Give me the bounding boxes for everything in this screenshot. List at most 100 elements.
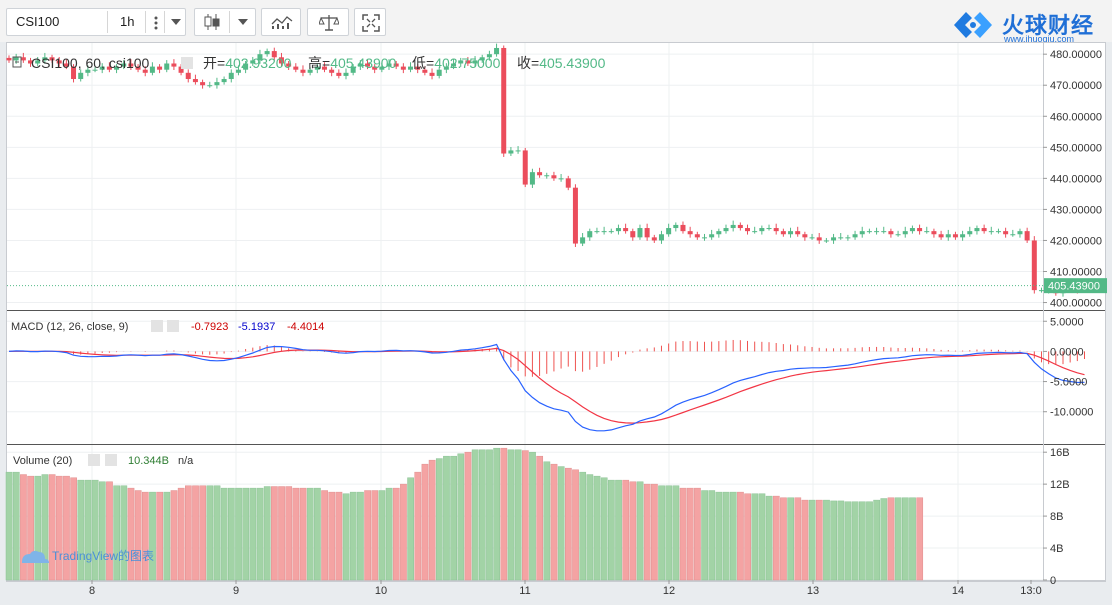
candle-body	[271, 51, 277, 58]
volume-bar	[371, 490, 379, 581]
volume-bar	[894, 497, 902, 581]
volume-settings-icon[interactable]	[88, 454, 100, 466]
compare-dots-icon[interactable]	[153, 15, 159, 31]
volume-bar	[493, 447, 501, 581]
price-tick-label: 450.00000	[1050, 142, 1102, 154]
candle-body	[608, 231, 614, 233]
chart-style-dropdown-icon[interactable]	[238, 19, 248, 25]
candle-body	[458, 60, 464, 64]
candle-body	[745, 228, 751, 232]
macd-axis[interactable]: 5.0000 0.0000 -5.0000 -10.0000	[1043, 316, 1093, 419]
candlestick-icon[interactable]	[203, 13, 221, 31]
volume-bar	[694, 487, 701, 581]
volume-bar	[443, 455, 450, 581]
time-axis[interactable]: 8 9 10 11 12 13 14 13:0	[89, 580, 1042, 597]
candle-body	[852, 234, 858, 238]
series-settings-icon[interactable]	[181, 57, 193, 69]
macd-settings-icon[interactable]	[151, 320, 163, 332]
volume-bar	[335, 491, 343, 581]
candle-body	[637, 228, 643, 238]
macd-close-icon[interactable]	[167, 320, 179, 332]
candle-body	[357, 63, 363, 67]
interval-selector[interactable]: 1h	[120, 14, 135, 29]
candle-body	[881, 231, 887, 233]
volume-bar	[407, 477, 414, 581]
candle-body	[13, 57, 19, 61]
candle-body	[386, 63, 392, 67]
candle-body	[264, 51, 270, 55]
volume-bar	[794, 497, 802, 581]
candle-body	[508, 150, 514, 154]
indicators-icon	[271, 16, 293, 29]
volume-bar	[751, 493, 759, 581]
volume-legend: Volume (20) 10.344B n/a	[13, 454, 194, 467]
candle-body	[888, 231, 894, 235]
price-tick-label: 470.00000	[1050, 80, 1102, 92]
logo: 火球财经 www.ihuoqiu.com	[952, 8, 1107, 44]
candle-body	[988, 231, 994, 233]
volume-bar	[672, 485, 680, 581]
candle-body	[565, 178, 571, 188]
time-tick-label: 14	[952, 585, 964, 597]
volume-bar	[91, 479, 99, 581]
volume-bar	[249, 487, 257, 581]
volume-bar	[808, 499, 816, 581]
macd-title: MACD (12, 26, close, 9)	[11, 321, 128, 333]
candle-body	[623, 228, 629, 232]
candle-body	[1031, 240, 1037, 291]
candle-body	[1017, 231, 1023, 235]
tradingview-watermark[interactable]: TradingView的图表	[22, 548, 154, 563]
candle-body	[214, 82, 220, 86]
candle-body	[866, 231, 872, 233]
fullscreen-button[interactable]	[354, 8, 386, 36]
volume-bar	[450, 455, 457, 581]
compare-button[interactable]	[307, 8, 349, 36]
volume-bar	[579, 471, 587, 581]
volume-bar	[41, 474, 49, 581]
collapse-icon[interactable]	[12, 56, 22, 68]
candle-body	[300, 69, 306, 73]
volume-axis[interactable]: 16B 12B 8B 4B 0	[1043, 447, 1070, 587]
candle-body	[580, 237, 586, 244]
candle-body	[938, 234, 944, 238]
candle-body	[658, 234, 664, 241]
macd-hist-value: -0.7923	[191, 321, 228, 333]
dropdown-arrow-icon[interactable]	[171, 19, 181, 25]
volume-bar	[557, 466, 565, 581]
candle-body	[795, 231, 801, 235]
macd-legend: MACD (12, 26, close, 9) -0.7923 -5.1937 …	[11, 320, 324, 333]
macd-tick-label: -10.0000	[1050, 407, 1093, 419]
candle-body	[773, 228, 779, 232]
price-tick-label: 430.00000	[1050, 204, 1102, 216]
volume-bar	[113, 485, 121, 581]
candle-body	[680, 224, 686, 232]
candle-body	[709, 234, 715, 238]
last-price-value: 405.43900	[1048, 281, 1100, 293]
candle-body	[737, 224, 743, 229]
volume-bar	[392, 487, 400, 581]
indicators-button[interactable]	[261, 8, 301, 36]
candle-body	[329, 69, 335, 73]
time-tick-label: 8	[89, 585, 95, 597]
volume-bar	[887, 497, 895, 581]
fullscreen-icon	[362, 14, 380, 32]
volume-bar	[478, 449, 486, 581]
price-axis[interactable]: 480.00000 470.00000 460.00000 450.00000 440.…	[1043, 49, 1102, 310]
candle-body	[1038, 290, 1044, 292]
macd-tick-label: 0.0000	[1050, 346, 1084, 358]
logo-url: www.ihuoqiu.com	[1004, 34, 1075, 44]
symbol-search[interactable]: CSI100	[16, 14, 60, 29]
candle-body	[307, 69, 313, 73]
candle-body	[909, 228, 915, 232]
volume-bar	[658, 485, 665, 581]
volume-bar	[873, 499, 881, 581]
candle-body	[42, 57, 48, 61]
volume-bar	[636, 481, 644, 581]
candle-body	[157, 66, 163, 70]
volume-extra: n/a	[178, 455, 194, 467]
volume-bar	[708, 490, 716, 581]
volume-close-icon[interactable]	[105, 454, 117, 466]
volume-bar	[679, 487, 687, 581]
candle-body	[501, 47, 507, 154]
